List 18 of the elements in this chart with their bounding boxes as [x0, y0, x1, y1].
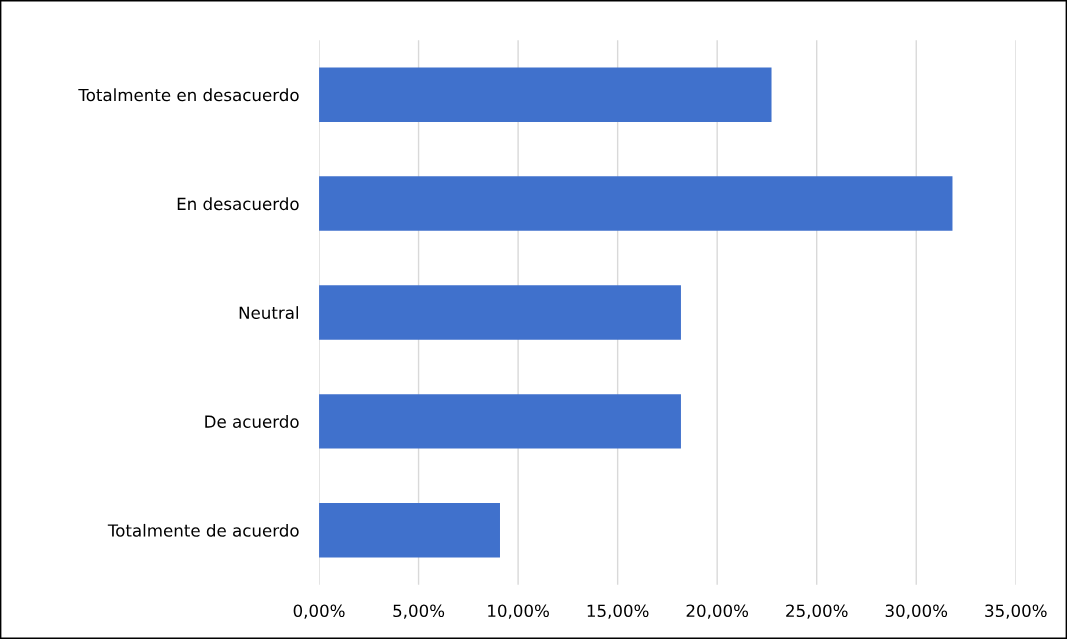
x-tick-label: 5,00% — [393, 604, 445, 619]
x-tick-label: 15,00% — [587, 604, 649, 619]
x-tick-label: 0,00% — [293, 604, 345, 619]
bar — [319, 285, 681, 340]
x-tick-label: 25,00% — [786, 604, 848, 619]
bar — [319, 176, 953, 231]
x-tick-label: 20,00% — [686, 604, 749, 619]
x-tick-label: 35,00% — [985, 604, 1047, 619]
y-tick-label: Neutral — [239, 306, 299, 320]
y-tick-label: De acuerdo — [205, 415, 299, 428]
x-tick-label: 10,00% — [488, 604, 549, 619]
x-tick-label: 30,00% — [885, 604, 948, 619]
bar — [319, 503, 500, 558]
y-tick-label: En desacuerdo — [177, 197, 299, 211]
y-tick-label: Totalmente en desacuerdo — [78, 88, 299, 102]
y-tick-label: Totalmente de acuerdo — [107, 523, 299, 537]
bar — [319, 67, 772, 122]
bar — [319, 394, 681, 449]
